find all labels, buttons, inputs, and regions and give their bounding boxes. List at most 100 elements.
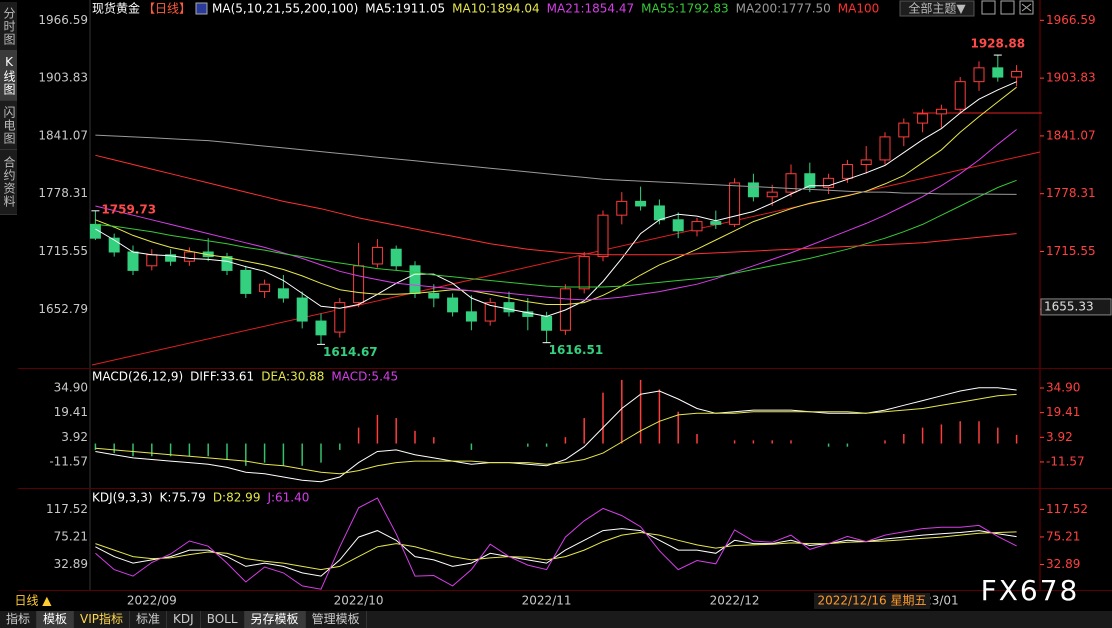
cursor-price: 1655.33 <box>1044 299 1094 313</box>
candle-body <box>89 223 101 239</box>
legend-entry: MA10:1894.04 <box>452 2 540 16</box>
candle-body <box>653 205 665 221</box>
legend-entry: KDJ(9,3,3) <box>92 491 153 505</box>
candle-body <box>954 81 966 110</box>
cursor-price-box <box>1040 298 1112 316</box>
y-tick-label-left: 75.21 <box>54 529 88 543</box>
x-tick-label: 2022/09 <box>127 594 177 608</box>
indicator-line <box>95 86 1017 305</box>
sidebar-tab[interactable]: K线图 <box>0 50 17 101</box>
watermark: FX678 <box>981 574 1080 607</box>
menu-button[interactable] <box>1019 0 1034 15</box>
candle-body <box>823 177 835 189</box>
candle-body <box>992 67 1004 78</box>
y-tick-label-right: 19.41 <box>1046 405 1080 419</box>
legend-entry: MA55:1792.83 <box>641 2 729 16</box>
theme-select[interactable] <box>899 0 975 17</box>
tab[interactable]: 管理模板 <box>306 611 367 628</box>
tab[interactable]: 模板 <box>37 611 75 628</box>
y-tick-label-right: 1841.07 <box>1046 128 1096 142</box>
candle-body <box>240 269 252 294</box>
theme-select-label[interactable]: 全部主题▼ <box>908 1 966 16</box>
candle-body <box>935 108 947 115</box>
candle-body <box>766 191 778 198</box>
candle-body <box>127 251 139 271</box>
candle-body <box>353 265 365 304</box>
y-tick-label-left: 19.41 <box>54 405 88 419</box>
x-tick-label: 2022/10 <box>334 594 384 608</box>
candle-body <box>465 311 477 322</box>
legend-entry: MA(5,10,21,55,200,100) <box>212 2 358 16</box>
candle-body <box>371 246 383 265</box>
candle-body <box>841 164 853 179</box>
y-tick-label-left: 34.90 <box>54 380 88 394</box>
candle-body <box>541 315 553 331</box>
legend-entry: MA200:1777.50 <box>736 2 831 16</box>
candle-body <box>390 248 402 267</box>
legend-entry: 现货黄金 <box>92 1 140 16</box>
y-tick-label-right: 75.21 <box>1046 529 1080 543</box>
indicator-line <box>95 393 1017 475</box>
candle-body <box>578 256 590 290</box>
y-tick-label-right: 3.92 <box>1046 430 1073 444</box>
y-tick-label-right: 1903.83 <box>1046 71 1096 85</box>
candle-body <box>672 219 684 232</box>
legend-entry: DEA:30.88 <box>261 370 324 384</box>
close-icon <box>1021 3 1032 12</box>
indicator-line <box>95 497 1017 590</box>
candle-body <box>146 254 158 267</box>
y-tick-label-left: 1903.83 <box>38 71 88 85</box>
candle-body <box>635 200 647 207</box>
indicator-line <box>95 154 1017 256</box>
tab[interactable]: VIP指标 <box>74 611 131 628</box>
y-tick-label-left: -11.57 <box>49 454 88 468</box>
y-tick-label-left: 1778.31 <box>38 186 88 200</box>
candle-body <box>183 251 195 262</box>
y-tick-label-left: 3.92 <box>61 430 88 444</box>
candle-body <box>277 288 289 299</box>
candle-body <box>503 302 515 313</box>
period-label[interactable]: 日线 ▲ <box>14 594 52 608</box>
y-tick-label-right: 1778.31 <box>1046 186 1096 200</box>
tab[interactable]: BOLL <box>201 611 245 628</box>
layout-button[interactable] <box>1000 0 1015 15</box>
sidebar-tab[interactable]: 分时图 <box>0 2 17 51</box>
candle-body <box>315 320 327 336</box>
candle-body <box>221 256 233 271</box>
trend-line[interactable] <box>91 151 1041 366</box>
tab-bar: 指标 模板 VIP指标 标准 KDJ BOLL 另存模板 管理模板 <box>0 611 1112 628</box>
sidebar-tab[interactable]: 闪电图 <box>0 101 17 150</box>
legend-entry: K:75.79 <box>160 491 206 505</box>
candle-body <box>108 237 120 253</box>
candle-body <box>484 302 496 322</box>
legend-entry: D:82.99 <box>213 491 261 505</box>
annotation: 1759.73 <box>101 202 156 216</box>
candle-body <box>917 113 929 124</box>
candle-body <box>879 136 891 161</box>
annotation: 1616.51 <box>549 343 604 357</box>
sidebar-tab[interactable]: 合约资料 <box>0 150 17 215</box>
cursor-date: 2022/12/16 星期五 <box>818 594 927 608</box>
legend-entry: J:61.40 <box>266 491 309 505</box>
layout-button[interactable] <box>981 0 996 15</box>
legend-entry: 【日线】 <box>143 2 191 16</box>
indicator-line <box>95 81 1017 317</box>
annotation: 1614.67 <box>323 345 378 359</box>
tab[interactable]: KDJ <box>167 611 201 628</box>
candle-body <box>1011 70 1023 78</box>
cursor-date-box <box>814 593 930 609</box>
chart: 全部主题▼ 日线 ▲ FX678 1966.59 1966.59 1903.83 19… <box>14 0 1112 609</box>
tab[interactable]: 另存模板 <box>244 611 306 628</box>
y-tick-label-left: 1841.07 <box>38 128 88 142</box>
indicator-icon[interactable] <box>195 2 208 15</box>
tab[interactable]: 标准 <box>130 611 168 628</box>
indicator-line <box>95 531 1017 571</box>
candle-body <box>691 221 703 232</box>
candle-body <box>409 265 421 294</box>
y-tick-label-left: 1715.55 <box>38 244 88 258</box>
candle-body <box>334 302 346 333</box>
tab[interactable]: 指标 <box>0 611 38 628</box>
candle-body <box>259 283 271 293</box>
candle-body <box>973 67 985 83</box>
y-tick-label-left: 1652.79 <box>38 302 88 316</box>
